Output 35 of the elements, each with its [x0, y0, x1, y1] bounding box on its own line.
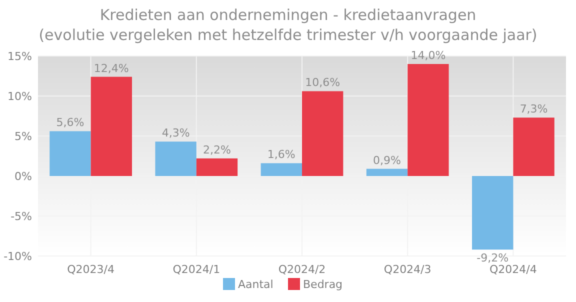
data-label: 1,6% — [267, 148, 296, 162]
data-label: 4,3% — [162, 126, 190, 140]
legend-label: Aantal — [238, 278, 274, 291]
bar — [302, 91, 344, 176]
x-tick-label: Q2024/3 — [384, 263, 432, 276]
bar — [155, 142, 196, 176]
y-tick-label: -10% — [4, 250, 32, 263]
y-tick-label: 0% — [14, 170, 32, 183]
data-label: 14,0% — [410, 49, 446, 62]
chart-title: Kredieten aan ondernemingen - kredietaanvragen — [100, 6, 476, 24]
data-label: 0,9% — [373, 154, 401, 167]
x-tick-label: Q2024/4 — [490, 263, 537, 276]
data-label: 12,4% — [94, 62, 129, 75]
y-tick-label: -5% — [10, 210, 32, 223]
bar — [408, 64, 449, 176]
y-tick-label: 15% — [8, 50, 32, 63]
bar — [50, 131, 91, 176]
bar — [366, 168, 408, 176]
data-label: 5,6% — [56, 116, 84, 130]
x-tick-label: Q2024/2 — [278, 263, 326, 276]
x-tick-label: Q2024/1 — [172, 263, 220, 276]
legend-label: Bedrag — [303, 278, 343, 291]
data-label: 10,6% — [305, 76, 340, 90]
bar — [90, 76, 132, 176]
data-label: 2,2% — [203, 143, 231, 156]
data-label: -9,2% — [476, 252, 509, 265]
bar — [196, 158, 238, 176]
y-tick-label: 10% — [8, 90, 32, 103]
chart-subtitle: (evolutie vergeleken met hetzelfde trimester v/h voorgaande jaar) — [38, 26, 538, 44]
bar — [472, 176, 514, 250]
data-label: 7,3% — [520, 102, 548, 116]
y-tick-label: 5% — [14, 130, 32, 143]
x-tick-label: Q2023/4 — [67, 263, 114, 276]
bar — [260, 163, 302, 176]
bar — [513, 118, 554, 176]
